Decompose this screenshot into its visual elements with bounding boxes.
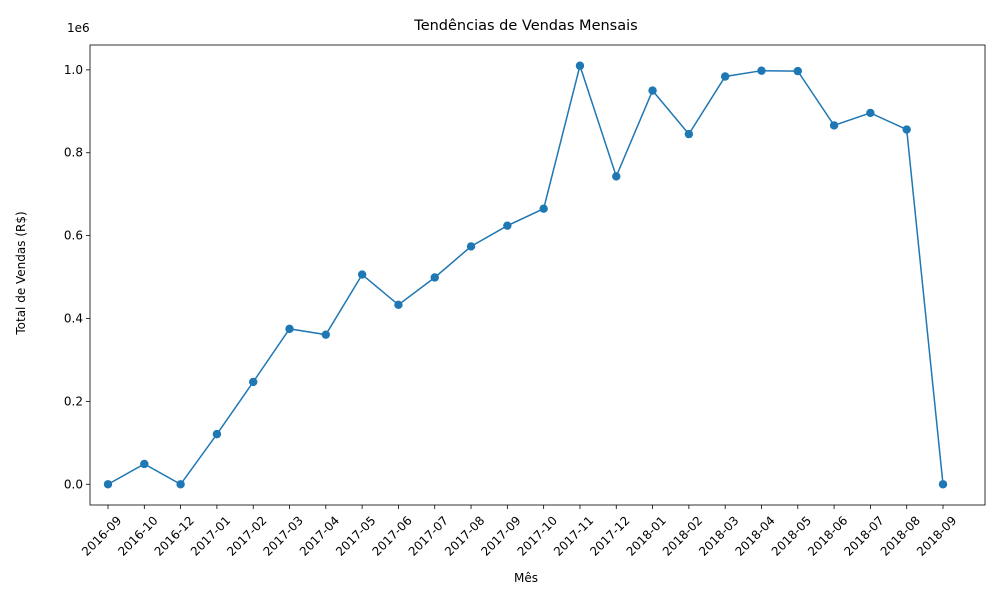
data-point — [866, 108, 875, 118]
data-point — [902, 125, 911, 134]
series — [103, 61, 948, 489]
data-point — [394, 300, 403, 310]
axes — [89, 44, 986, 506]
data-point — [503, 221, 512, 230]
data-point — [466, 242, 476, 251]
data-point — [212, 429, 222, 439]
x-axis-label: Mês — [514, 571, 538, 585]
plot-frame — [89, 44, 986, 506]
data-point — [575, 61, 585, 70]
data-point — [140, 459, 149, 469]
data-point — [793, 66, 802, 76]
data-point — [757, 66, 766, 75]
series-line — [107, 63, 944, 486]
y-tick-label: 0.8 — [64, 146, 83, 160]
y-tick-label: 0.2 — [64, 394, 83, 408]
data-point — [285, 324, 294, 334]
data-point — [357, 270, 367, 279]
data-point — [539, 204, 548, 213]
data-point — [430, 273, 439, 282]
data-point — [103, 480, 113, 489]
y-tick-label: 0.4 — [64, 312, 83, 326]
data-point — [938, 480, 948, 489]
data-point — [249, 377, 258, 387]
data-point — [720, 72, 730, 81]
y-axis-offset-label: 1e6 — [67, 21, 90, 35]
data-point — [648, 86, 657, 95]
y-axis-label: Total de Vendas (R$) — [14, 211, 28, 335]
y-tick-label: 0.6 — [64, 229, 83, 243]
y-tick-label: 0.0 — [64, 477, 83, 491]
data-point — [176, 480, 185, 489]
data-point — [612, 172, 621, 181]
data-point — [321, 330, 331, 339]
chart-title: Tendências de Vendas Mensais — [413, 18, 637, 34]
data-point — [684, 129, 694, 139]
y-tick-label: 1.0 — [64, 63, 83, 77]
data-point — [829, 121, 839, 130]
